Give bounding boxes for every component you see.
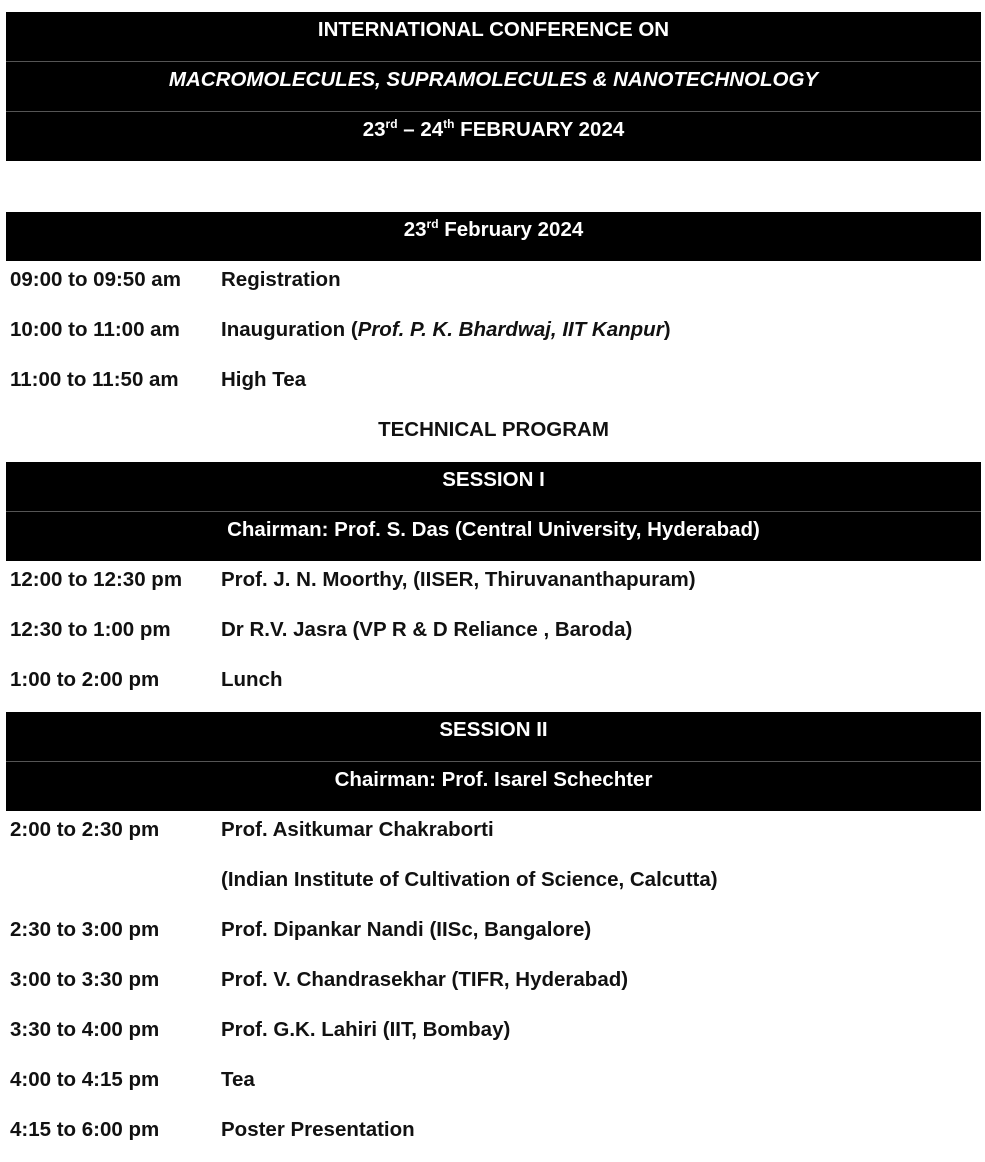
schedule-row: 11:00 to 11:50 am High Tea <box>10 362 306 412</box>
time: 09:00 to 09:50 am <box>10 268 181 291</box>
time: 4:00 to 4:15 pm <box>10 1068 160 1091</box>
schedule-row: 09:00 to 09:50 am Registration <box>10 262 341 312</box>
event: Lunch <box>221 668 283 691</box>
schedule-row: 4:00 to 4:15 pm Tea <box>10 1062 255 1112</box>
event: Inauguration ( <box>221 318 358 341</box>
conference-subtitle: MACROMOLECULES, SUPRAMOLECULES & NANOTEC… <box>6 62 981 112</box>
event: (Indian Institute of Cultivation of Scie… <box>221 868 718 891</box>
technical-program-heading: TECHNICAL PROGRAM <box>378 418 609 441</box>
event: Prof. Asitkumar Chakraborti <box>221 818 494 841</box>
session-chair: Chairman: Prof. S. Das (Central Universi… <box>227 518 760 541</box>
schedule-row: 12:00 to 12:30 pm Prof. J. N. Moorthy, (I… <box>10 562 696 612</box>
session-2-header: SESSION II Chairman: Prof. Isarel Schech… <box>6 712 981 811</box>
event: Dr R.V. Jasra (VP R & D Reliance , Barod… <box>221 618 633 641</box>
session-title: SESSION II <box>6 712 981 762</box>
time: 3:30 to 4:00 pm <box>10 1018 160 1041</box>
session-1-header: SESSION I Chairman: Prof. S. Das (Centra… <box>6 462 981 561</box>
day-title: 23rd February 2024 <box>403 217 584 241</box>
time: 11:00 to 11:50 am <box>10 368 179 391</box>
event: High Tea <box>221 368 307 391</box>
event: Prof. G.K. Lahiri (IIT, Bombay) <box>221 1018 511 1041</box>
conference-title-block: INTERNATIONAL CONFERENCE ON MACROMOLECUL… <box>6 12 981 161</box>
schedule-row: 10:00 to 11:00 am Inauguration (Prof. P. … <box>10 312 671 362</box>
session-chair: Chairman: Prof. Isarel Schechter <box>334 768 653 791</box>
schedule-row: 4:15 to 6:00 pm Poster Presentation <box>10 1112 415 1162</box>
time: 2:30 to 3:00 pm <box>10 918 160 941</box>
conference-theme: MACROMOLECULES, SUPRAMOLECULES & NANOTEC… <box>168 68 819 91</box>
event: Registration <box>221 268 341 291</box>
schedule-row: 1:00 to 2:00 pm Lunch <box>10 662 283 712</box>
schedule-row: 2:30 to 3:00 pm Prof. Dipankar Nandi (IIS… <box>10 912 591 962</box>
schedule-row: 2:00 to 2:30 pm Prof. Asitkumar Chakrabor… <box>10 812 494 862</box>
time: 12:30 to 1:00 pm <box>10 618 171 641</box>
time: 1:00 to 2:00 pm <box>10 668 160 691</box>
time: 3:00 to 3:30 pm <box>10 968 160 991</box>
event: Poster Presentation <box>221 1118 415 1141</box>
time: 4:15 to 6:00 pm <box>10 1118 160 1141</box>
time: 2:00 to 2:30 pm <box>10 818 160 841</box>
schedule-row: 3:30 to 4:00 pm Prof. G.K. Lahiri (IIT, B… <box>10 1012 510 1062</box>
event: Prof. Dipankar Nandi (IISc, Bangalore) <box>221 918 592 941</box>
schedule-row: (Indian Institute of Cultivation of Scie… <box>10 862 718 912</box>
session-title: SESSION I <box>6 462 981 512</box>
event: Prof. J. N. Moorthy, (IISER, Thiruvanant… <box>221 568 696 591</box>
schedule-row: 12:30 to 1:00 pm Dr R.V. Jasra (VP R & D … <box>10 612 632 662</box>
time: 10:00 to 11:00 am <box>10 318 180 341</box>
event: Tea <box>221 1068 255 1091</box>
day-header: 23rd February 2024 <box>6 212 981 261</box>
schedule-row: 3:00 to 3:30 pm Prof. V. Chandrasekhar (T… <box>10 962 628 1012</box>
time: 12:00 to 12:30 pm <box>10 568 183 591</box>
conference-title: INTERNATIONAL CONFERENCE ON <box>6 12 981 62</box>
event-guest: Prof. P. K. Bhardwaj, IIT Kanpur <box>357 318 664 341</box>
conference-dates: 23rd – 24th FEBRUARY 2024 <box>362 117 625 141</box>
event: Prof. V. Chandrasekhar (TIFR, Hyderabad) <box>221 968 629 991</box>
